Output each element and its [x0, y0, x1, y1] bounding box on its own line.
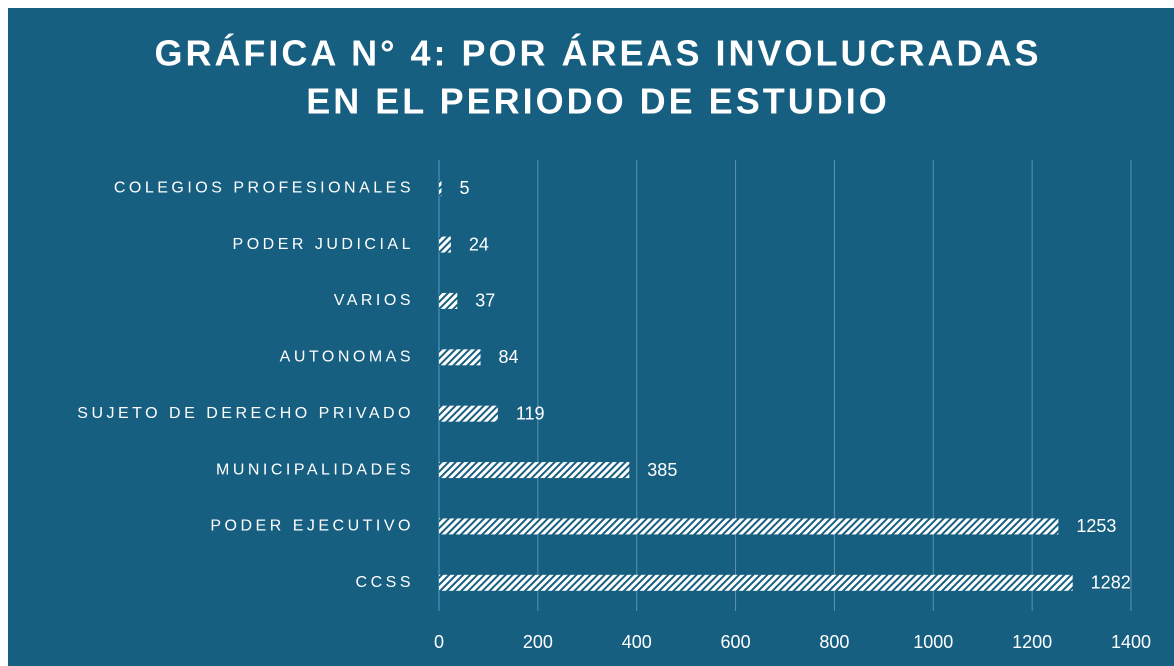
- bar: [439, 292, 458, 309]
- y-tick-label: PODER JUDICIAL: [233, 236, 414, 253]
- y-tick-label: PODER EJECUTIVO: [210, 518, 414, 535]
- y-tick-label: SUJETO DE DERECHO PRIVADO: [77, 405, 414, 422]
- data-label: 5: [459, 178, 469, 198]
- bar: [439, 236, 451, 253]
- bar: [439, 574, 1073, 591]
- data-label: 37: [475, 291, 495, 311]
- data-label: 119: [516, 403, 545, 423]
- chart-title: GRÁFICA N° 4: POR ÁREAS INVOLUCRADAS: [154, 33, 1041, 74]
- bar: [439, 518, 1059, 535]
- data-label: 1282: [1091, 573, 1131, 593]
- data-label: 24: [469, 234, 489, 254]
- x-tick-label: 600: [721, 632, 751, 652]
- y-tick-label: CCSS: [356, 574, 414, 591]
- x-tick-label: 400: [622, 632, 652, 652]
- x-tick-label: 800: [819, 632, 849, 652]
- y-tick-label: COLEGIOS PROFESIONALES: [114, 179, 414, 196]
- x-tick-label: 200: [523, 632, 553, 652]
- bar: [439, 462, 630, 479]
- y-tick-label: MUNICIPALIDADES: [216, 461, 414, 478]
- data-label: 385: [647, 460, 677, 480]
- background: [8, 8, 1174, 666]
- x-tick-label: 0: [434, 632, 444, 652]
- bar: [439, 180, 442, 197]
- chart-title: EN EL PERIODO DE ESTUDIO: [306, 81, 889, 122]
- x-tick-label: 1400: [1111, 632, 1151, 652]
- data-label: 84: [499, 347, 519, 367]
- x-tick-label: 1200: [1012, 632, 1052, 652]
- y-tick-label: AUTONOMAS: [280, 349, 414, 366]
- data-label: 1253: [1076, 516, 1116, 536]
- bar: [439, 405, 498, 422]
- bar: [439, 349, 481, 366]
- y-tick-label: VARIOS: [334, 292, 414, 309]
- x-tick-label: 1000: [913, 632, 953, 652]
